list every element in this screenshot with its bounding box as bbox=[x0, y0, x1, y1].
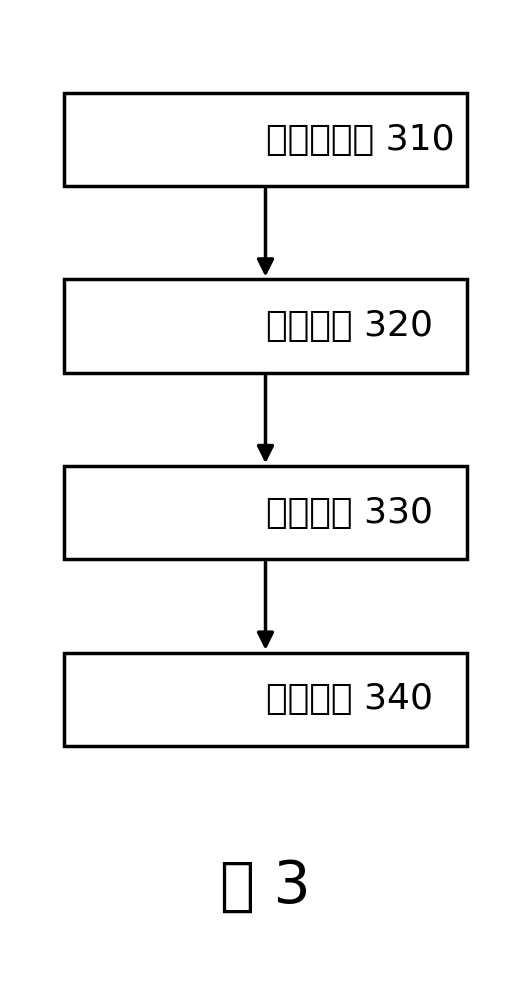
Bar bbox=[64, 466, 467, 560]
Text: 图 3: 图 3 bbox=[220, 858, 311, 914]
Text: 稳定化步骤 310: 稳定化步骤 310 bbox=[266, 123, 454, 156]
Text: 鬨化步骤 330: 鬨化步骤 330 bbox=[266, 496, 433, 530]
Bar bbox=[64, 652, 467, 746]
Bar bbox=[64, 93, 467, 186]
Text: 抽气步骤 340: 抽气步骤 340 bbox=[266, 682, 433, 716]
Bar bbox=[64, 280, 467, 373]
Text: 沉积步骤 320: 沉积步骤 320 bbox=[266, 309, 433, 344]
